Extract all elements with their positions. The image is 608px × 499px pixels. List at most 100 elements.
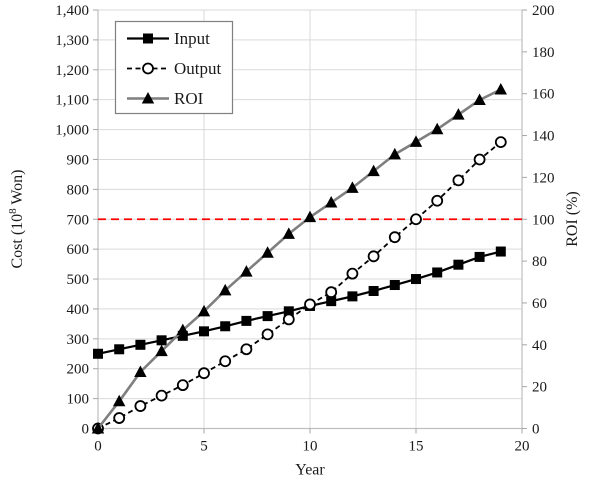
right-axis-tick-label: 100 — [532, 212, 555, 228]
output-marker — [240, 343, 253, 356]
roi-marker — [388, 147, 401, 160]
input-marker — [453, 259, 464, 270]
legend-label: ROI — [174, 89, 204, 108]
output-marker — [410, 213, 422, 226]
output-marker — [494, 136, 507, 149]
series-roi — [91, 83, 507, 434]
x-axis-tick-label: 10 — [303, 439, 318, 455]
roi-marker — [91, 422, 105, 434]
output-marker — [155, 389, 168, 402]
right-axis-tick-label: 120 — [532, 170, 555, 186]
roi-marker — [367, 164, 380, 177]
legend-marker-triangle-icon — [141, 92, 155, 104]
output-marker — [176, 379, 189, 392]
input-marker — [220, 321, 231, 332]
right-axis-tick-label: 160 — [532, 87, 555, 103]
x-axis-tick-label: 15 — [409, 439, 424, 455]
legend-entry-input: Input — [127, 29, 210, 48]
left-axis-tick-label: 300 — [67, 332, 90, 348]
roi-line — [96, 88, 502, 430]
input-marker — [432, 267, 443, 278]
input-marker — [156, 335, 167, 346]
series-input — [93, 246, 506, 359]
input-marker — [199, 326, 209, 337]
output-marker — [304, 298, 316, 311]
roi-marker — [303, 210, 317, 223]
roi-marker — [473, 93, 486, 105]
roi-marker — [325, 196, 338, 208]
legend-label: Output — [174, 59, 222, 78]
right-axis-title: ROI (%) — [564, 191, 581, 247]
left-axis-tick-label: 1,100 — [55, 93, 89, 109]
input-marker — [368, 285, 379, 296]
x-axis-tick-label: 0 — [94, 439, 102, 455]
left-axis-tick-label: 700 — [67, 212, 90, 228]
right-axis-tick-label: 200 — [532, 3, 555, 19]
input-marker — [411, 274, 421, 285]
left-axis-tick-label: 0 — [82, 422, 90, 438]
roi-marker — [176, 323, 189, 336]
output-marker — [431, 194, 444, 207]
input-marker — [262, 311, 273, 322]
roi-marker — [134, 365, 147, 378]
output-marker — [325, 286, 338, 299]
roi-marker — [409, 135, 423, 147]
input-marker — [177, 330, 188, 341]
left-axis-tick-label: 500 — [67, 272, 90, 288]
left-axis-tick-label: 1,400 — [55, 3, 89, 19]
legend-entry-output: Output — [127, 59, 222, 78]
roi-marker — [431, 122, 444, 135]
output-marker — [219, 355, 232, 368]
output-marker — [473, 153, 486, 166]
legend-entry-roi: ROI — [127, 89, 204, 108]
output-marker — [134, 400, 147, 412]
roi-marker — [113, 394, 126, 407]
right-axis-tick-label: 140 — [532, 129, 555, 145]
output-marker — [452, 174, 465, 187]
output-marker — [346, 267, 359, 280]
left-axis-tick-label: 100 — [67, 392, 90, 408]
series-output — [92, 136, 507, 435]
output-marker — [198, 367, 210, 380]
roi-marker — [494, 83, 507, 95]
left-axis-tick-label: 600 — [67, 242, 90, 258]
left-axis-tick-label: 1,000 — [55, 123, 89, 139]
legend: Input Output ROI — [114, 20, 234, 115]
right-axis-tick-label: 20 — [532, 380, 547, 396]
left-axis-title: Cost (108 Won) — [7, 169, 26, 268]
legend-marker-circle-icon — [142, 62, 154, 75]
left-axis-tick-label: 1,200 — [55, 63, 89, 79]
tick-labels: 01002003004005006007008009001,0001,1001,… — [55, 3, 554, 455]
legend-marker-square-icon — [143, 33, 153, 44]
input-marker — [283, 306, 294, 317]
right-axis-tick-label: 60 — [532, 296, 547, 312]
output-marker — [261, 328, 274, 341]
roi-marker — [261, 246, 274, 258]
roi-marker — [197, 304, 211, 317]
right-axis-tick-label: 180 — [532, 45, 555, 61]
legend-label: Input — [174, 29, 210, 48]
input-marker — [114, 344, 125, 355]
output-marker — [388, 231, 401, 244]
output-marker — [282, 313, 295, 326]
left-axis-tick-label: 800 — [67, 182, 90, 198]
roi-marker — [346, 181, 359, 193]
input-marker — [495, 246, 506, 257]
right-axis-tick-label: 80 — [532, 254, 547, 270]
roi-marker — [155, 344, 168, 357]
left-axis-tick-label: 1,300 — [55, 33, 89, 49]
roi-marker — [240, 265, 253, 277]
left-axis-tick-label: 400 — [67, 302, 90, 318]
x-axis-tick-label: 5 — [200, 439, 208, 455]
left-axis-tick-label: 900 — [67, 152, 90, 168]
input-marker — [347, 291, 358, 302]
input-marker — [135, 339, 146, 350]
roi-marker — [282, 227, 295, 239]
roi-marker — [219, 283, 232, 296]
right-axis-tick-label: 40 — [532, 338, 547, 354]
output-marker — [367, 250, 380, 263]
right-axis-tick-label: 0 — [532, 422, 540, 438]
x-axis-tick-label: 20 — [515, 439, 530, 455]
